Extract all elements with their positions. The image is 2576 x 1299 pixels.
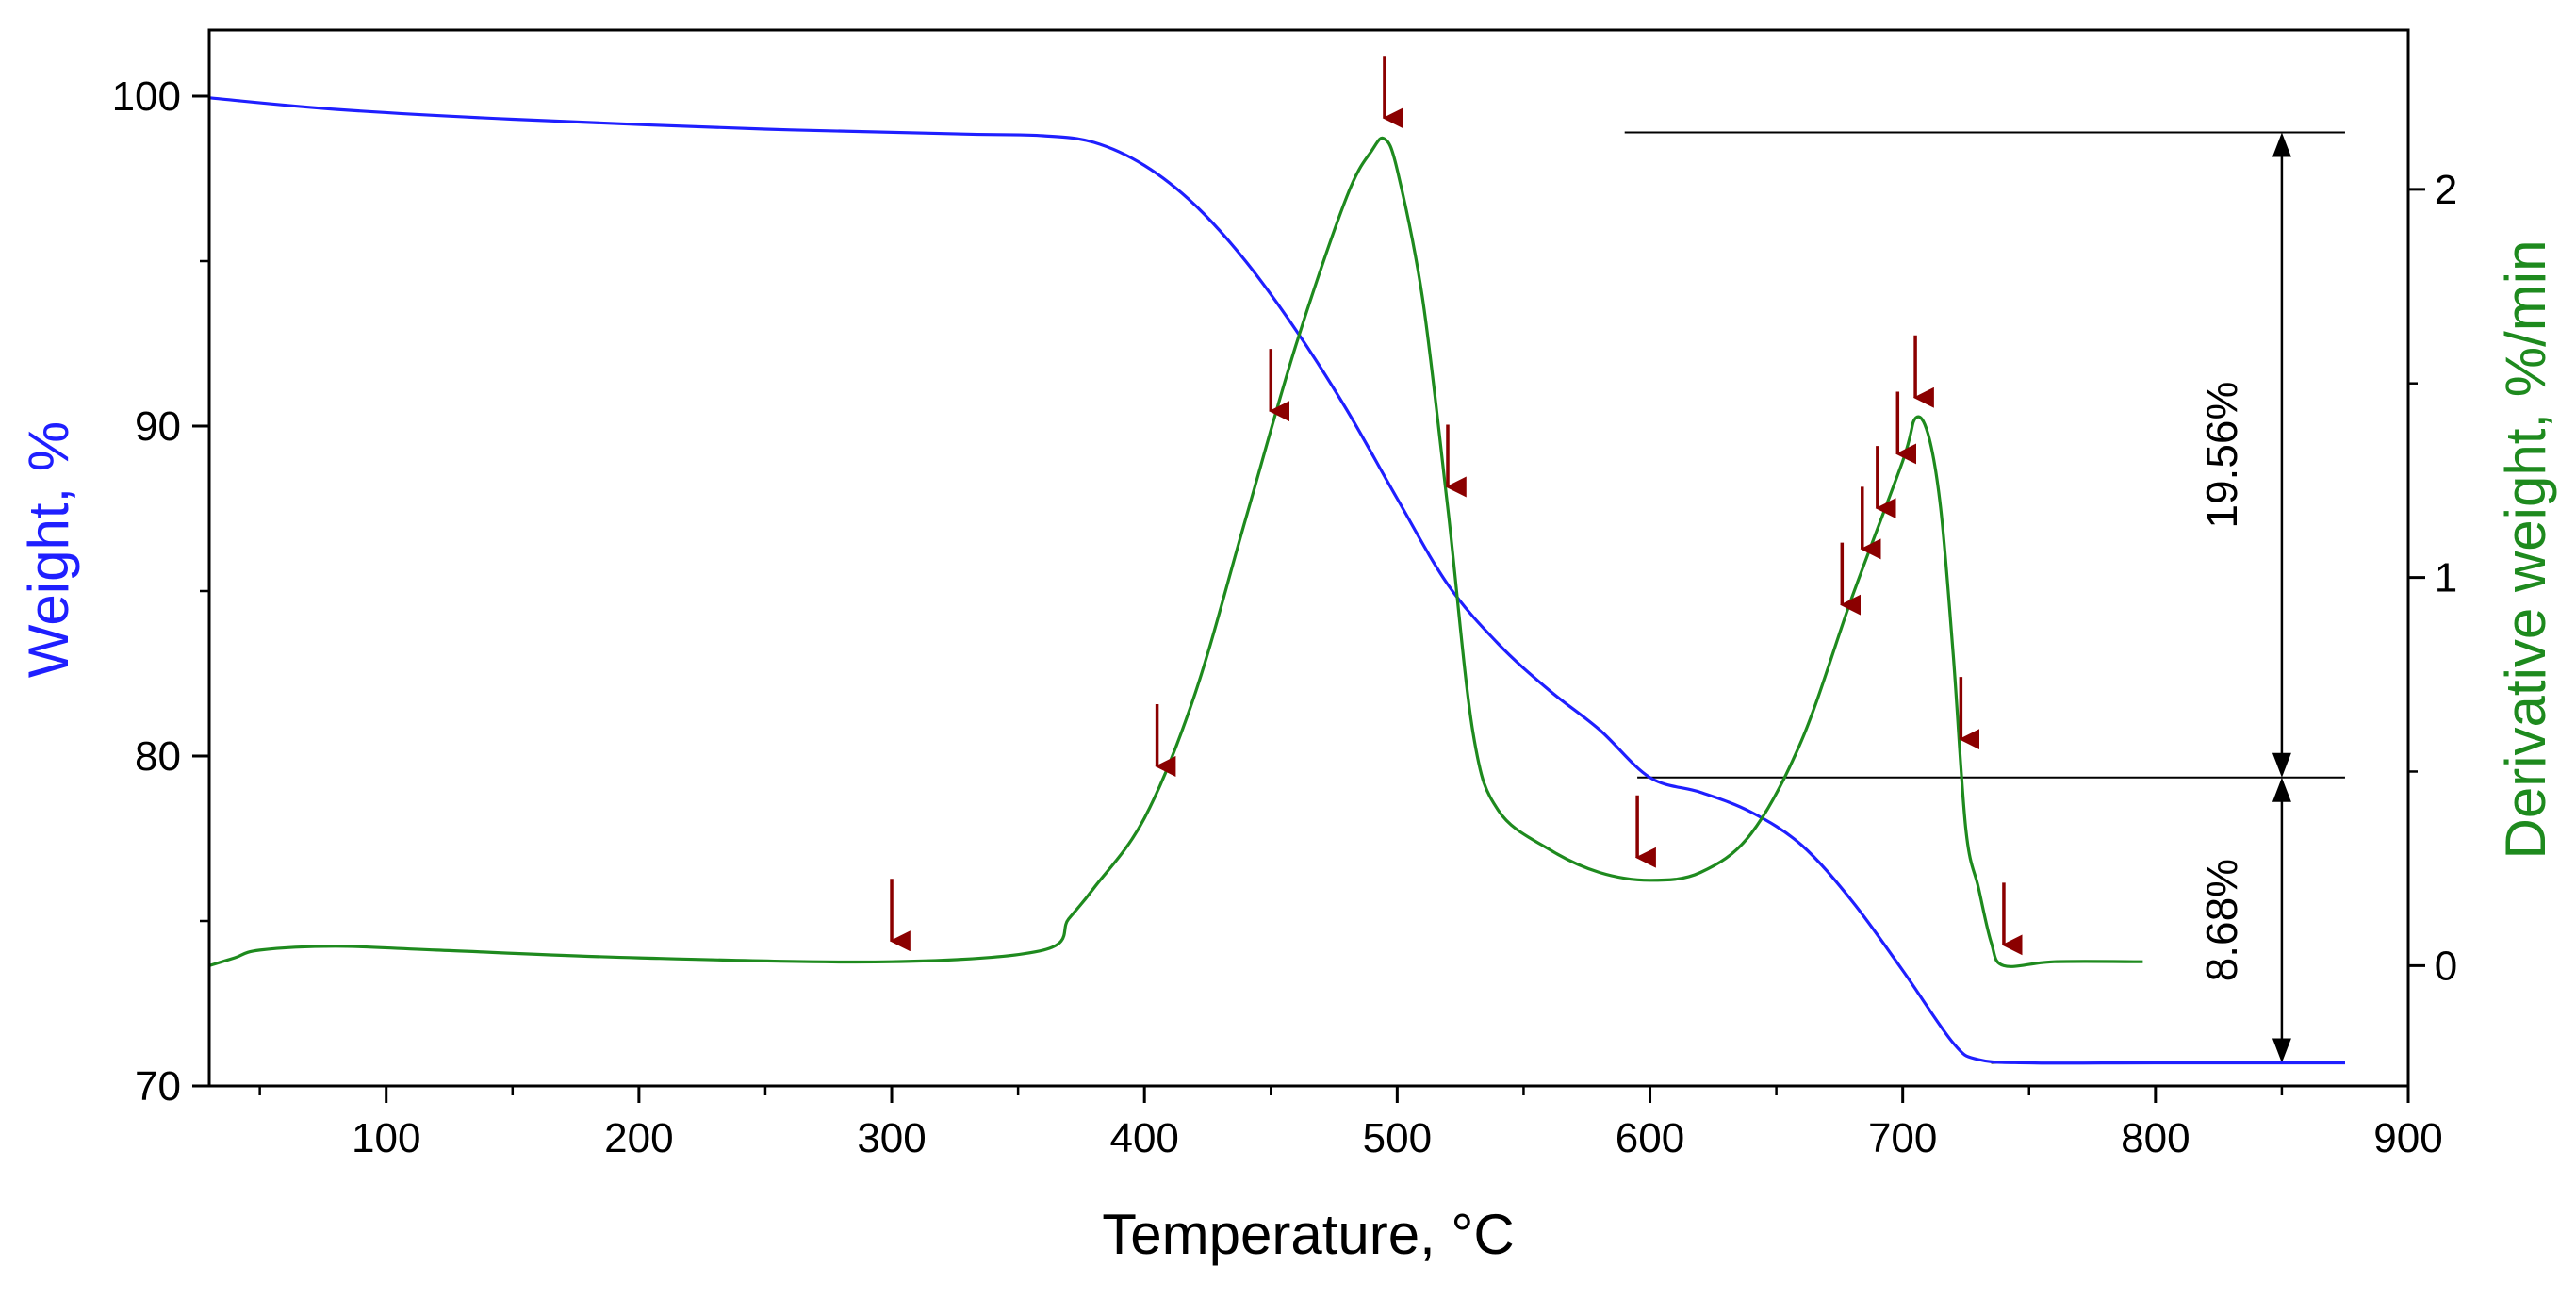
x-tick-label: 500 <box>1363 1115 1432 1161</box>
annotation-arrowhead <box>2272 752 2291 778</box>
x-axis-ticks: 100 200 300 400 500 600 700 800 900 <box>258 1086 2443 1161</box>
x-tick-label: 700 <box>1868 1115 1937 1161</box>
y-right-tick-label: 2 <box>2435 167 2457 213</box>
y-left-tick-label: 70 <box>135 1063 181 1110</box>
y-left-tick-label: 100 <box>112 74 181 120</box>
y-left-axis-label-unit: % <box>17 421 80 471</box>
x-axis-label: Temperature, °C <box>1102 1203 1515 1266</box>
y-left-axis-label-prefix: Weight, <box>17 471 80 678</box>
x-tick-label: 300 <box>857 1115 926 1161</box>
annotation-arrowhead <box>2272 777 2291 802</box>
annotation-label: 19.56% <box>2197 382 2246 529</box>
annotation-arrowhead <box>2272 1038 2291 1063</box>
y-right-axis-label: Derivative weight, %/min <box>2494 240 2557 860</box>
weight-line <box>208 96 2345 1065</box>
derivative-weight-line <box>208 136 2143 968</box>
x-tick-label: 800 <box>2121 1115 2190 1161</box>
plot-frame <box>207 28 2410 1088</box>
y-left-axis-ticks: 70 80 90 100 <box>112 74 209 1110</box>
annotation-label: 8.68% <box>2197 859 2246 981</box>
annotation-arrowhead <box>2272 132 2291 157</box>
y-right-tick-label: 0 <box>2435 943 2457 989</box>
x-tick-label: 900 <box>2373 1115 2442 1161</box>
x-tick-label: 200 <box>604 1115 673 1161</box>
percent-annotations: 19.56% 8.68% <box>2197 132 2291 1063</box>
y-left-tick-label: 90 <box>135 403 181 450</box>
y-left-axis-label: Weight, % <box>17 421 80 678</box>
y-right-tick-label: 1 <box>2435 555 2457 601</box>
y-left-tick-label: 80 <box>135 733 181 780</box>
series-layer <box>208 96 2345 1065</box>
event-arrows <box>889 56 2023 956</box>
x-tick-label: 100 <box>352 1115 420 1161</box>
x-tick-label: 400 <box>1109 1115 1178 1161</box>
x-tick-label: 600 <box>1616 1115 1684 1161</box>
y-right-axis-ticks: 0 1 2 <box>2408 167 2457 989</box>
